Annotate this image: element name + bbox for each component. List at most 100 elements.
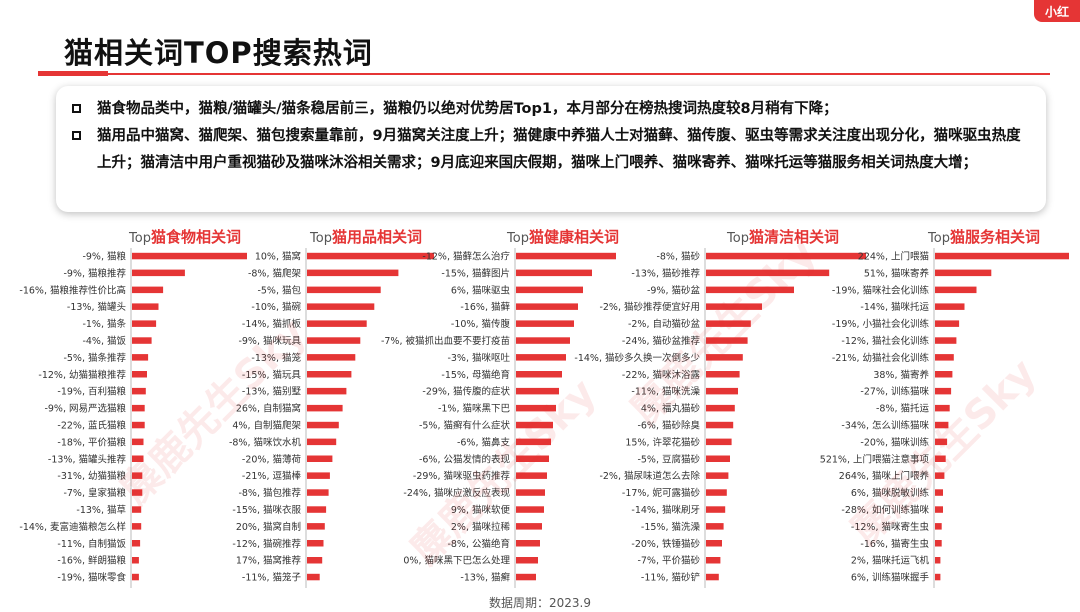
- page-title: 猫相关词TOP搜索热词: [64, 36, 373, 70]
- chart-bar: [132, 557, 139, 564]
- chart-bar: [935, 573, 941, 581]
- chart-bar: [307, 371, 352, 378]
- chart-category-label: -9%, 猫粮: [82, 251, 126, 263]
- data-period-footer: 数据周期：2023.9: [489, 596, 591, 610]
- chart-category-label: -14%, 猫咪刷牙: [631, 504, 700, 516]
- chart-bar: [516, 286, 583, 294]
- chart-category-label: -14%, 猫砂多久换一次倒多少: [574, 352, 700, 364]
- chart-title-prefix: Top: [128, 231, 151, 246]
- chart-category-label: -1%, 猫咪黑下巴: [438, 403, 510, 415]
- chart-bar: [935, 371, 953, 378]
- chart-category-label: 4%, 自制猫爬架: [232, 420, 301, 432]
- chart-bar: [935, 286, 977, 294]
- chart-category-label: -7%, 平价猫砂: [637, 555, 700, 567]
- chart-bar: [516, 404, 556, 412]
- chart-bar: [132, 455, 144, 462]
- chart-bar: [516, 573, 536, 581]
- chart-bar: [307, 387, 347, 395]
- chart-bar: [132, 252, 247, 260]
- chart-bar: [307, 489, 329, 496]
- chart-category-label: -20%, 猫薄荷: [242, 453, 302, 465]
- chart-category-label: -29%, 猫咪驱虫药推荐: [413, 470, 511, 482]
- chart-title-prefix: Top: [506, 231, 529, 246]
- chart-title: Top猫清洁相关词: [726, 228, 839, 246]
- chart-category-label: 0%, 猫咪黑下巴怎么处理: [403, 555, 510, 567]
- chart-bar: [132, 489, 143, 496]
- chart-bar: [132, 320, 157, 327]
- chart-bar: [516, 472, 547, 479]
- chart-category-label: 521%, 上门喂猫注意事项: [820, 453, 930, 465]
- chart-category-label: -2%, 猫尿味道怎么去除: [599, 470, 700, 482]
- chart-category-label: -16%, 猫藓: [460, 301, 510, 313]
- chart-bar: [307, 557, 323, 564]
- chart-bar: [307, 404, 343, 412]
- chart-category-label: 26%, 自制猫窝: [236, 403, 301, 415]
- summary-bullet: 猫食物品类中，猫粮/猫罐头/猫条稳居前三，猫粮仍以绝对优势居Top1，本月部分在…: [70, 96, 1032, 123]
- chart-bar: [132, 404, 145, 412]
- chart-title-prefix: Top: [309, 231, 332, 246]
- chart-category-label: -21%, 幼猫社会化训练: [832, 352, 930, 364]
- chart-category-label: -12%, 猫碗推荐: [232, 538, 301, 550]
- chart-category-label: -11%, 猫砂铲: [641, 572, 701, 584]
- chart-bar: [307, 472, 330, 479]
- chart-bar: [516, 303, 578, 310]
- chart-category-label: -5%, 猫条推荐: [63, 352, 126, 364]
- chart-category-label: -22%, 猫咪沐浴露: [622, 369, 701, 381]
- chart-category-label: -2%, 猫砂推荐便宜好用: [599, 301, 700, 313]
- chart-category-label: -5%, 猫癣有什么症状: [419, 420, 511, 432]
- chart-bar: [307, 320, 367, 327]
- chart-title-text: 猫用品相关词: [332, 228, 422, 246]
- chart-category-label: -14%, 猫咪托运: [860, 301, 929, 313]
- chart-category-label: -17%, 妮可露猫砂: [622, 487, 701, 499]
- chart-bar: [132, 286, 164, 294]
- chart-category-label: -10%, 猫传腹: [451, 318, 511, 330]
- chart-bar: [516, 337, 570, 344]
- chart-category-label: -19%, 猫咪社会化训练: [832, 284, 930, 296]
- chart-bar: [516, 506, 544, 513]
- chart-category-label: 2%, 猫咪拉稀: [451, 521, 511, 533]
- chart-category-label: -20%, 猫咪训练: [860, 436, 929, 448]
- chart-bar: [132, 540, 141, 547]
- summary-text: 猫食物品类中，猫粮/猫罐头/猫条稳居前三，猫粮仍以绝对优势居Top1，本月部分在…: [97, 101, 838, 117]
- chart-bar: [706, 472, 729, 479]
- chart-category-label: 6%, 猫咪驱虫: [451, 284, 511, 296]
- chart-bar: [307, 354, 356, 361]
- chart-category-label: -1%, 猫条: [82, 318, 126, 330]
- chart-category-label: -9%, 猫砂盆: [647, 284, 701, 296]
- chart-category-label: -18%, 平价猫粮: [57, 436, 126, 448]
- chart-bar: [935, 540, 942, 547]
- chart-category-label: -2%, 自动猫砂盆: [628, 318, 701, 330]
- chart-bar: [706, 455, 730, 462]
- title-rule-accent: [38, 71, 108, 76]
- chart-category-label: -6%, 猫鼻支: [457, 436, 511, 448]
- summary-box: 猫食物品类中，猫粮/猫罐头/猫条稳居前三，猫粮仍以绝对优势居Top1，本月部分在…: [56, 86, 1046, 212]
- chart-category-label: -10%, 猫碗: [251, 301, 301, 313]
- chart-bar: [516, 320, 574, 327]
- chart-bar: [935, 557, 941, 564]
- chart-category-label: 224%, 上门喂猫: [858, 251, 929, 263]
- chart-category-label: -8%, 猫包推荐: [238, 487, 301, 499]
- chart-bar: [706, 387, 738, 395]
- chart-bar: [935, 472, 945, 479]
- chart-title-text: 猫食物相关词: [151, 228, 241, 246]
- chart-title: Top猫健康相关词: [506, 228, 619, 246]
- chart-bar: [516, 540, 540, 547]
- chart-bar: [706, 354, 743, 361]
- chart-bar: [132, 506, 142, 513]
- chart-category-label: -15%, 母猫绝育: [441, 369, 510, 381]
- chart-category-label: -11%, 猫咪洗澡: [631, 386, 700, 398]
- chart-category-label: -16%, 猫粮推荐性价比高: [19, 284, 126, 296]
- chart-bar: [307, 337, 361, 344]
- summary-bullet: 猫用品中猫窝、猫爬架、猫包搜索量靠前，9月猫窝关注度上升；猫健康中养猫人士对猫藓…: [70, 123, 1032, 177]
- chart-bar: [935, 506, 943, 513]
- chart-bar: [307, 455, 333, 462]
- chart-bar: [307, 506, 327, 513]
- chart-category-label: -13%, 猫笼: [251, 352, 301, 364]
- chart-category-label: -14%, 猫抓板: [242, 318, 302, 330]
- chart-bar: [935, 303, 965, 310]
- chart-category-label: -34%, 怎么训练猫咪: [841, 420, 929, 432]
- chart-title: Top猫用品相关词: [309, 228, 422, 246]
- chart-category-label: -31%, 幼猫猫粮: [57, 470, 126, 482]
- chart-category-label: -12%, 幼猫猫粮推荐: [38, 369, 126, 381]
- chart-title-prefix: Top: [927, 231, 950, 246]
